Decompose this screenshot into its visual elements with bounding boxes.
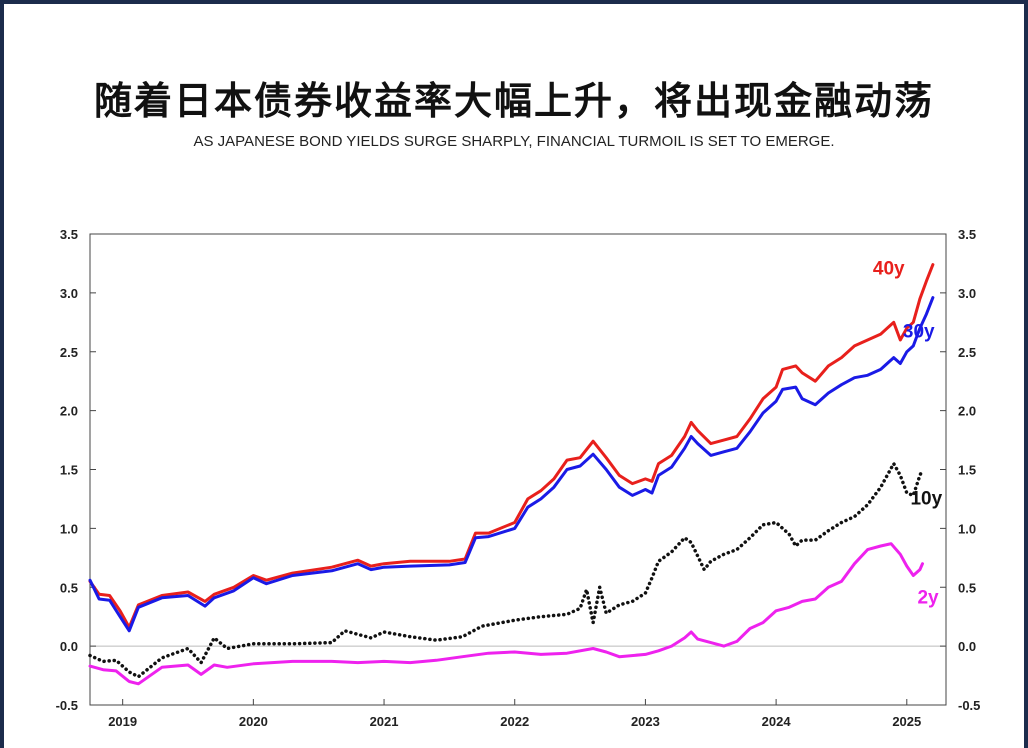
y-tick-label-left: 0.5: [60, 580, 78, 595]
series-label-2y: 2y: [917, 588, 939, 609]
y-tick-label-left: 0.0: [60, 639, 78, 654]
series-layer: [88, 263, 935, 686]
y-tick-label-right: -0.5: [958, 698, 980, 713]
x-tick-label: 2023: [631, 714, 660, 729]
y-tick-label-left: 3.5: [60, 227, 78, 242]
series-label-40y: 40y: [873, 259, 905, 280]
page-title: 随着日本债券收益率大幅上升，将出现金融动荡: [93, 78, 934, 123]
x-tick-label: 2025: [892, 714, 921, 729]
series-line-40y: [88, 263, 935, 629]
x-tick-label: 2022: [500, 714, 529, 729]
series-line-30y: [88, 296, 935, 633]
y-tick-label-right: 0.5: [958, 580, 976, 595]
series-line-10y: [88, 461, 925, 679]
y-tick-label-left: 1.0: [60, 521, 78, 536]
y-tick-label-right: 2.0: [958, 404, 976, 419]
y-tick-label-right: 3.0: [958, 286, 976, 301]
y-tick-label-right: 1.0: [958, 521, 976, 536]
series-label-10y: 10y: [910, 489, 942, 510]
series-label-30y: 30y: [903, 322, 935, 343]
labels-layer: 40y 30y 10y 2y: [873, 259, 943, 609]
series-line-2y: [88, 542, 924, 686]
x-tick-label: 2020: [239, 714, 268, 729]
x-tick-label: 2024: [762, 714, 792, 729]
y-tick-label-left: 3.0: [60, 286, 78, 301]
y-tick-label-right: 3.5: [958, 227, 976, 242]
y-tick-label-left: -0.5: [56, 698, 78, 713]
y-tick-label-right: 0.0: [958, 639, 976, 654]
y-tick-label-right: 1.5: [958, 463, 976, 478]
x-tick-label: 2021: [370, 714, 399, 729]
y-tick-label-left: 2.5: [60, 345, 78, 360]
y-tick-label-left: 1.5: [60, 463, 78, 478]
page-subtitle: AS JAPANESE BOND YIELDS SURGE SHARPLY, F…: [193, 133, 835, 150]
y-tick-label-left: 2.0: [60, 404, 78, 419]
y-tick-label-right: 2.5: [958, 345, 976, 360]
plot-border: [89, 233, 947, 706]
x-tick-label: 2019: [108, 714, 137, 729]
